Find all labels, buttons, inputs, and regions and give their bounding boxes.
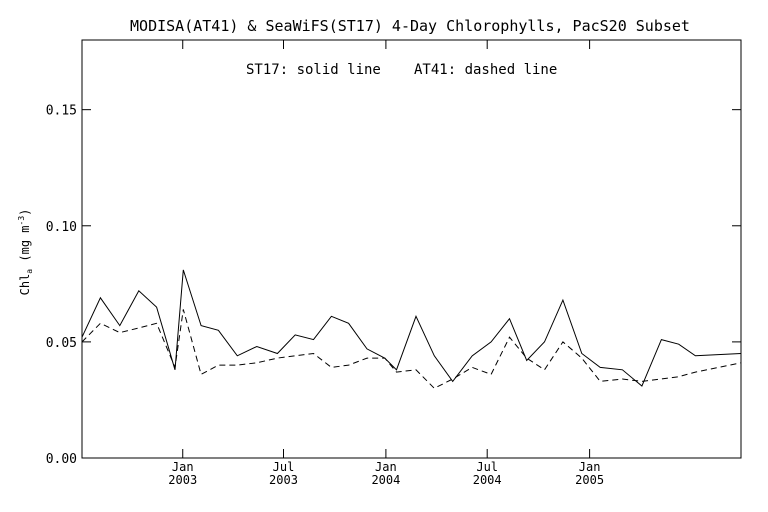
- x-tick-label-year: 2003: [168, 473, 197, 487]
- series-line-at41: [81, 309, 742, 389]
- x-tick-label-year: 2005: [575, 473, 604, 487]
- x-tick-label-month: Jan: [579, 460, 601, 474]
- y-tick-label: 0.00: [46, 452, 77, 467]
- y-axis-label-superscript: -3: [17, 216, 26, 226]
- legend-annotation-st17: ST17: solid line: [246, 62, 381, 78]
- y-axis-label-units: (mg m: [18, 226, 32, 269]
- series-layer: [81, 269, 742, 389]
- x-tick-label-month: Jan: [375, 460, 397, 474]
- x-tick-label-month: Jul: [273, 460, 295, 474]
- y-axis-label: Chla (mg m-3): [17, 209, 34, 296]
- legend-annotation-at41: AT41: dashed line: [414, 62, 557, 78]
- x-tick-label-year: 2004: [473, 473, 502, 487]
- x-tick-label-year: 2004: [371, 473, 400, 487]
- series-line-st17: [81, 269, 742, 387]
- svg-text:Chla (mg m-3): Chla (mg m-3): [17, 209, 34, 296]
- y-tick-label: 0.10: [46, 220, 77, 235]
- axis-ticks: 0.000.050.100.15Jan2003Jul2003Jan2004Jul…: [46, 40, 741, 487]
- chart-title: MODISA(AT41) & SeaWiFS(ST17) 4-Day Chlor…: [130, 17, 690, 35]
- y-axis-label-main: Chl: [18, 274, 32, 296]
- x-tick-label-year: 2003: [269, 473, 298, 487]
- y-axis-label-subscript: a: [25, 269, 34, 274]
- plot-frame: [81, 39, 742, 459]
- y-axis-label-close: ): [18, 209, 32, 216]
- y-tick-label: 0.05: [46, 336, 77, 351]
- x-tick-label-month: Jul: [476, 460, 498, 474]
- x-tick-label-month: Jan: [172, 460, 194, 474]
- y-tick-label: 0.15: [46, 104, 77, 119]
